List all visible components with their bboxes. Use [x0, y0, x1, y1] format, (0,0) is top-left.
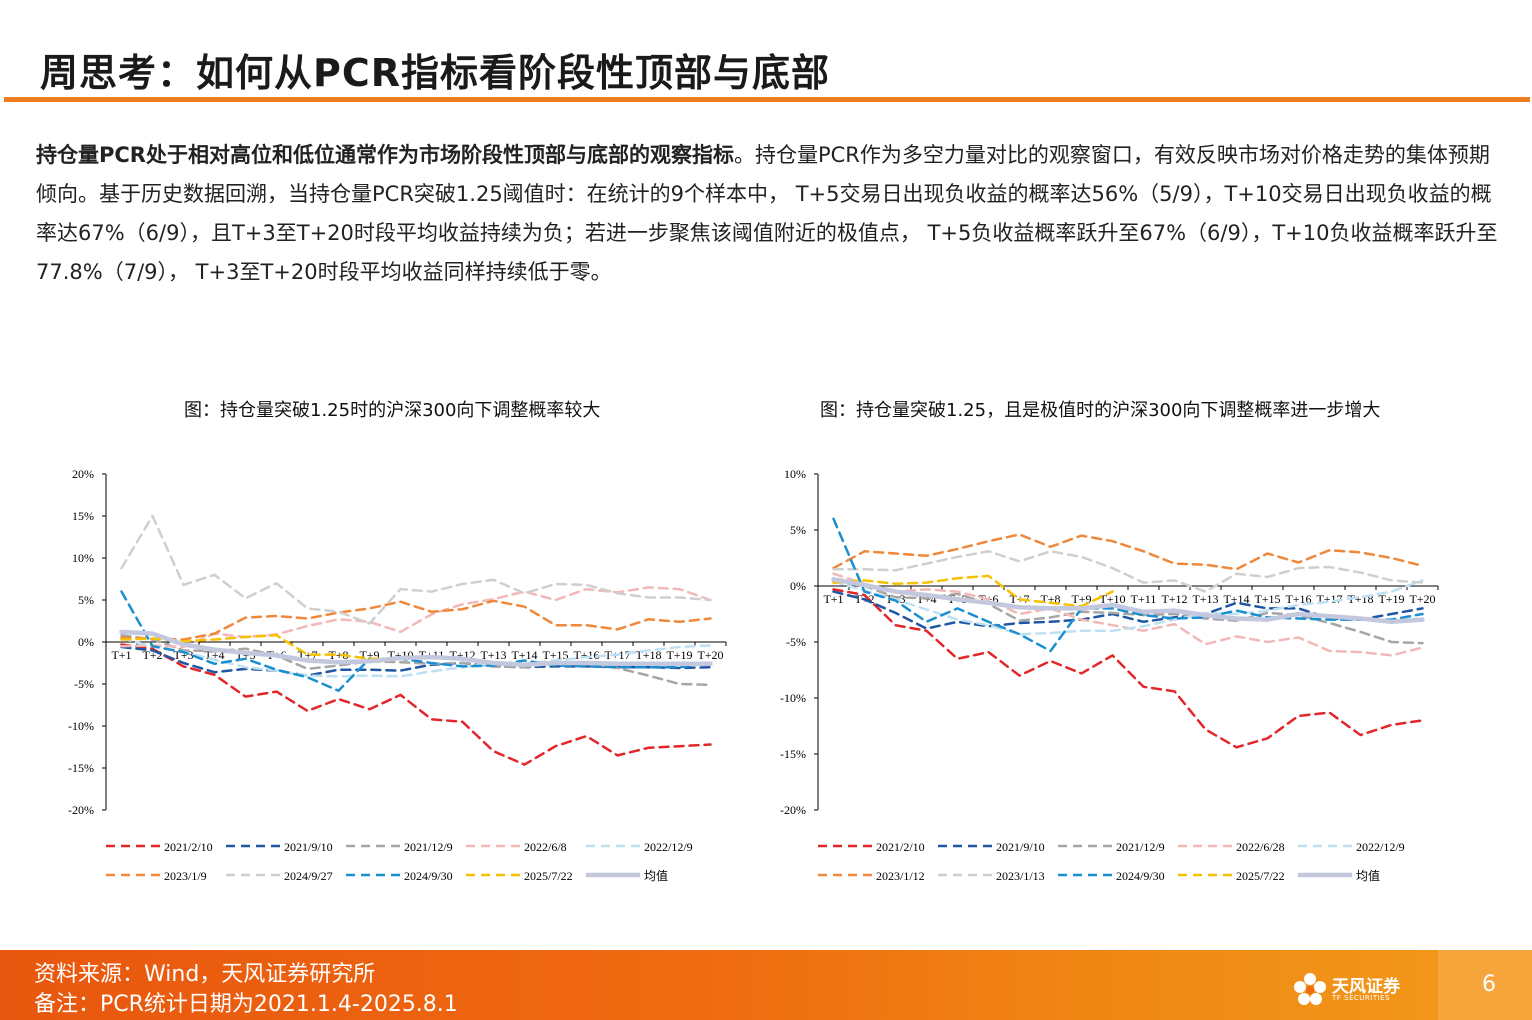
y-tick-label: -10% — [780, 691, 806, 705]
flower-logo-icon — [1294, 973, 1326, 1005]
y-tick-label: -10% — [68, 719, 94, 733]
x-tick-label: T+20 — [1409, 592, 1435, 606]
legend-label: 2021/12/9 — [1116, 840, 1165, 854]
summary-body: 。持仓量PCR作为多空力量对比的观察窗口，有效反映市场对价格走势的集体预期倾向。… — [36, 143, 1498, 284]
series-line-2024/9/27 — [120, 514, 712, 625]
legend-label: 2021/9/10 — [996, 840, 1045, 854]
legend-label: 2022/12/9 — [1356, 840, 1405, 854]
x-tick-label: T+16 — [1285, 592, 1311, 606]
legend-label: 2025/7/22 — [524, 869, 573, 883]
y-tick-label: 5% — [790, 523, 806, 537]
logo-subtext: TF SECURITIES — [1332, 994, 1391, 1002]
x-tick-label: T+8 — [328, 648, 348, 662]
x-tick-label: T+13 — [480, 648, 506, 662]
legend-label: 2021/2/10 — [164, 840, 213, 854]
legend-label: 2024/9/27 — [284, 869, 333, 883]
footer: 资料来源：Wind，天风证券研究所 备注：PCR统计日期为2021.1.4-20… — [0, 950, 1532, 1020]
page-number: 6 — [1482, 972, 1496, 997]
series-line-2023/1/9 — [120, 599, 712, 641]
legend-label: 2021/12/9 — [404, 840, 453, 854]
chart-2-title: 图：持仓量突破1.25，且是极值时的沪深300向下调整概率进一步增大 — [820, 400, 1381, 421]
x-tick-label: T+16 — [573, 648, 599, 662]
y-tick-label: -20% — [68, 803, 94, 817]
x-tick-label: T+11 — [1131, 592, 1157, 606]
series-line-2022/6/8 — [120, 586, 712, 649]
legend-label: 2023/1/12 — [876, 869, 925, 883]
series-line-2021/9/10 — [832, 590, 1424, 630]
chart-2: 10%5%0%-5%-10%-15%-20%T+1 T+2 T+3 T+4 T+5 T+6… — [780, 467, 1439, 883]
legend-label: 2021/2/10 — [876, 840, 925, 854]
page-number-box: 6 — [1438, 950, 1532, 1020]
series-line-2023/1/12 — [832, 533, 1424, 571]
x-tick-label: T+14 — [1223, 592, 1249, 606]
footer-note: 备注：PCR统计日期为2021.1.4-2025.8.1 — [34, 992, 458, 1017]
series-line-2025/7/22 — [832, 574, 1114, 608]
series-line-2022/12/9 — [120, 637, 712, 678]
y-tick-label: 15% — [72, 509, 94, 523]
legend-label: 2024/9/30 — [404, 869, 453, 883]
chart-1: 20%15%10%5%0%-5%-10%-15%-20%T+1 T+2 T+3 T+4… — [68, 467, 727, 883]
series-line-2021/2/10 — [832, 588, 1424, 749]
x-tick-label: T+20 — [697, 648, 723, 662]
y-tick-label: 0% — [790, 579, 806, 593]
legend-label: 2024/9/30 — [1116, 869, 1165, 883]
series-line-2021/12/9 — [832, 580, 1424, 645]
y-tick-label: 0% — [78, 635, 94, 649]
x-tick-label: T+1 — [111, 648, 131, 662]
legend-label: 2022/6/28 — [1236, 840, 1285, 854]
x-tick-label: T+15 — [1254, 592, 1280, 606]
logo-text: 天风证券 — [1332, 977, 1400, 997]
y-tick-label: -15% — [780, 747, 806, 761]
x-tick-label: T+19 — [666, 648, 692, 662]
x-tick-label: T+15 — [542, 648, 568, 662]
x-tick-label: T+10 — [1099, 592, 1125, 606]
brand-logo: 天风证券 TF SECURITIES — [1290, 968, 1430, 1014]
summary-bold-lead: 持仓量PCR处于相对高位和低位通常作为市场阶段性顶部与底部的观察指标 — [36, 143, 734, 167]
page-title: 周思考：如何从PCR指标看阶段性顶部与底部 — [40, 51, 831, 95]
summary-paragraph: 持仓量PCR处于相对高位和低位通常作为市场阶段性顶部与底部的观察指标。持仓量PC… — [36, 136, 1506, 292]
y-tick-label: -20% — [780, 803, 806, 817]
y-tick-label: -5% — [74, 677, 94, 691]
legend-label: 2023/1/9 — [164, 869, 207, 883]
y-tick-label: 20% — [72, 467, 94, 481]
legend-label: 2022/6/8 — [524, 840, 567, 854]
y-tick-label: 5% — [78, 593, 94, 607]
x-tick-label: T+19 — [1378, 592, 1404, 606]
legend-label: 2023/1/13 — [996, 869, 1045, 883]
legend-label: 2025/7/22 — [1236, 869, 1285, 883]
x-tick-label: T+1 — [823, 592, 843, 606]
footer-source-block: 资料来源：Wind，天风证券研究所 备注：PCR统计日期为2021.1.4-20… — [34, 960, 458, 1020]
series-line-2023/1/13 — [832, 550, 1424, 593]
title-underline — [4, 97, 1530, 102]
series-line-2021/2/10 — [120, 643, 712, 766]
series-line-均值 — [119, 629, 713, 667]
legend-label: 均值 — [1356, 868, 1380, 883]
legend-label: 2021/9/10 — [284, 840, 333, 854]
x-tick-label: T+12 — [1161, 592, 1187, 606]
y-tick-label: -15% — [68, 761, 94, 775]
footer-source: 资料来源：Wind，天风证券研究所 — [34, 962, 376, 987]
y-tick-label: -5% — [786, 635, 806, 649]
y-tick-label: 10% — [784, 467, 806, 481]
legend-label: 2022/12/9 — [644, 840, 693, 854]
x-tick-label: T+14 — [511, 648, 537, 662]
legend-label: 均值 — [644, 868, 668, 883]
x-tick-label: T+13 — [1192, 592, 1218, 606]
series-line-2024/9/30 — [832, 517, 1424, 653]
series-line-2024/9/30 — [120, 590, 712, 692]
y-tick-label: 10% — [72, 551, 94, 565]
series-line-2022/12/9 — [832, 579, 1424, 636]
chart-1-title: 图：持仓量突破1.25时的沪深300向下调整概率较大 — [184, 400, 601, 421]
series-line-均值 — [831, 577, 1425, 625]
